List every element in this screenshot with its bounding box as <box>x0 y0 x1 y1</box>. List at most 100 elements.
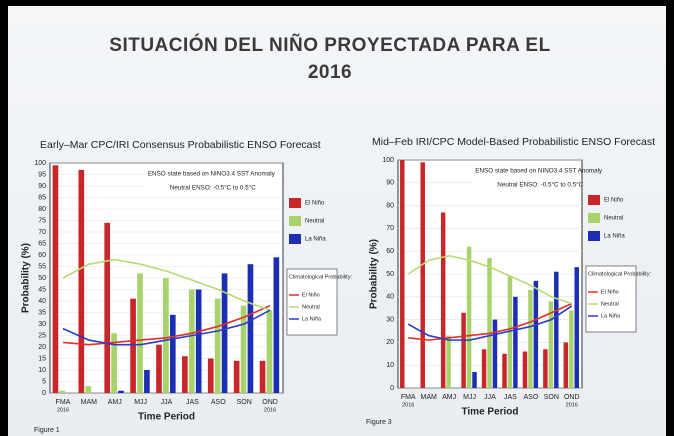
bar <box>248 264 254 393</box>
legend-label: Neutral <box>302 304 320 310</box>
annotation: ENSO state based on NINO3.4 SST Anomaly <box>475 168 603 175</box>
legend-label: El Niño <box>302 292 320 298</box>
bar <box>104 223 110 393</box>
y-tick-label: 15 <box>38 355 46 362</box>
y-tick-label: 80 <box>386 202 394 209</box>
y-tick-label: 100 <box>382 157 394 164</box>
bar <box>59 391 65 393</box>
bar <box>472 372 476 388</box>
bar <box>420 162 424 388</box>
y-tick-label: 40 <box>38 298 46 305</box>
y-tick-label: 55 <box>38 263 46 270</box>
legend-label: El Niño <box>601 289 619 295</box>
bar <box>182 356 188 393</box>
bar <box>163 278 169 393</box>
annotation: ENSO state based on NINO3.4 SST Anomaly <box>148 171 276 178</box>
x-tick-label: ASO <box>211 399 226 406</box>
x-tick-label: MJJ <box>134 399 147 406</box>
y-tick-label: 70 <box>386 225 394 232</box>
bar <box>513 297 517 388</box>
x-tick-label: FMA <box>56 399 71 406</box>
x-tick-label: MAM <box>420 394 437 401</box>
y-tick-label: 30 <box>38 321 46 328</box>
y-tick-label: 95 <box>38 171 46 178</box>
x-tick-year: 2016 <box>57 407 69 413</box>
legend-swatch <box>289 198 301 208</box>
bar <box>196 290 202 394</box>
y-tick-label: 35 <box>38 309 46 316</box>
bar <box>118 391 124 393</box>
bar <box>400 160 404 388</box>
x-tick-label: MAM <box>81 399 98 406</box>
bar <box>215 299 221 393</box>
chart-title: Mid–Feb IRI/CPC Model-Based Probabilisti… <box>372 136 655 148</box>
x-tick-label: FMA <box>401 394 416 401</box>
bar <box>523 352 527 388</box>
bar <box>554 272 558 388</box>
legend-label: El Niño <box>604 198 624 204</box>
legend-label: Neutral <box>305 219 324 225</box>
y-tick-label: 25 <box>38 332 46 339</box>
legend-swatch <box>289 234 301 244</box>
bar <box>461 313 465 388</box>
annotation: Neutral ENSO: -0.5°C to 0.5°C <box>497 181 583 189</box>
y-tick-label: 50 <box>38 275 46 282</box>
bar <box>482 349 486 388</box>
legend-label: Neutral <box>604 216 623 222</box>
screen: SITUACIÓN DEL NIÑO PROYECTADA PARA EL 20… <box>0 0 674 436</box>
y-axis-label: Probability (%) <box>21 243 32 313</box>
legend-label: La Niña <box>302 316 322 322</box>
bar <box>189 290 195 394</box>
x-tick-year: 2016 <box>264 407 276 413</box>
bar <box>487 258 491 388</box>
bar <box>144 370 150 393</box>
bar <box>137 273 143 393</box>
bar <box>260 361 266 393</box>
bar <box>170 315 176 393</box>
y-tick-label: 45 <box>38 286 46 293</box>
x-tick-label: ASO <box>523 394 538 401</box>
y-tick-label: 90 <box>386 180 394 187</box>
x-tick-label: JJA <box>161 399 173 406</box>
bar <box>534 281 538 388</box>
y-tick-label: 0 <box>390 385 394 392</box>
figure-label: Figure 1 <box>34 427 60 434</box>
bar <box>274 257 280 393</box>
y-tick-label: 50 <box>386 271 394 278</box>
y-tick-label: 60 <box>38 252 46 259</box>
bar <box>85 386 91 393</box>
x-tick-label: OND <box>262 399 278 406</box>
climatology-legend-title: Climatological Probability: <box>588 271 651 277</box>
bar <box>575 267 579 388</box>
y-tick-label: 5 <box>42 378 46 385</box>
y-tick-label: 10 <box>386 362 394 369</box>
x-tick-label: JAS <box>186 399 199 406</box>
legend-label: La Niña <box>601 313 621 319</box>
x-tick-year: 2016 <box>566 402 578 408</box>
x-tick-label: JAS <box>504 394 517 401</box>
legend-swatch <box>588 231 600 241</box>
x-tick-label: OND <box>564 394 580 401</box>
y-tick-label: 85 <box>38 194 46 201</box>
bar <box>528 290 532 388</box>
y-tick-label: 60 <box>386 248 394 255</box>
legend-label: El Niño <box>305 201 325 207</box>
y-tick-label: 0 <box>42 390 46 397</box>
y-tick-label: 100 <box>34 160 46 167</box>
annotation: Neutral ENSO: -0.5°C to 0.5°C <box>170 184 256 192</box>
x-tick-label: SON <box>237 399 252 406</box>
bar <box>208 359 214 394</box>
y-tick-label: 20 <box>38 344 46 351</box>
legend-swatch <box>588 213 600 223</box>
bar <box>502 354 506 388</box>
x-tick-label: AMJ <box>442 394 456 401</box>
legend-label: La Niña <box>604 234 625 240</box>
y-tick-label: 10 <box>38 367 46 374</box>
figure-label: Figure 3 <box>366 419 392 426</box>
bar <box>234 361 240 393</box>
bar <box>543 349 547 388</box>
y-tick-label: 40 <box>386 294 394 301</box>
legend-swatch <box>289 216 301 226</box>
legend-label: La Niña <box>305 237 326 243</box>
bar <box>156 345 162 393</box>
